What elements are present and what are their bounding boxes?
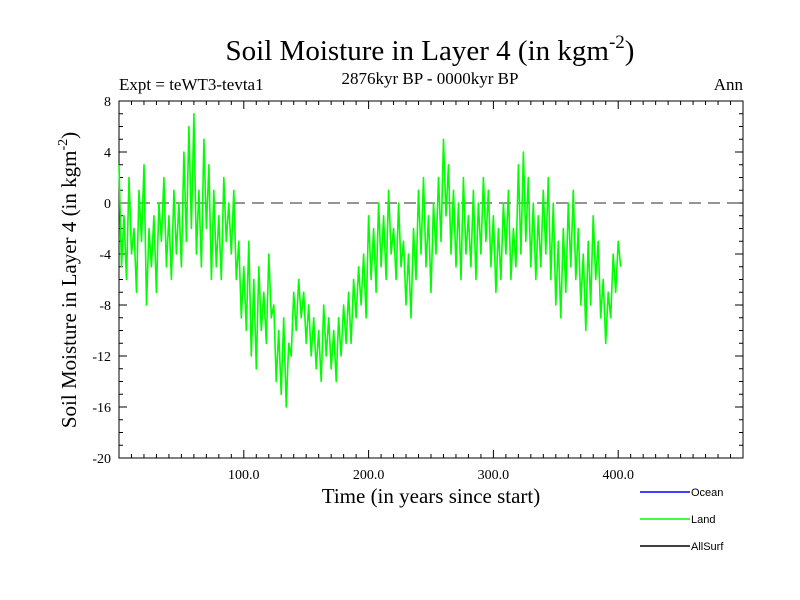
legend-label-land: Land [691, 514, 715, 526]
legend: Ocean Land AllSurf [640, 487, 724, 553]
y-tick-label: 4 [104, 146, 111, 161]
y-axis: 8 4 0 -4 -8 -12 -16 -20 [92, 95, 743, 467]
y-tick-label: -4 [99, 248, 111, 263]
season-label: Ann [714, 75, 744, 94]
series-line-land [118, 113, 622, 408]
series [118, 113, 622, 408]
y-tick-label: -8 [99, 299, 111, 314]
x-axis-label: Time (in years since start) [322, 484, 541, 508]
x-tick-label: 200.0 [353, 468, 385, 483]
x-tick-label: 100.0 [228, 468, 260, 483]
y-axis-label: Soil Moisture in Layer 4 (in kgm-2) [56, 132, 81, 428]
legend-label-allsurf: AllSurf [691, 541, 724, 553]
x-axis: 100.0 200.0 300.0 400.0 [130, 101, 732, 483]
x-tick-label: 300.0 [478, 468, 510, 483]
experiment-label: Expt = teWT3-tevta1 [119, 75, 264, 94]
chart-title: Soil Moisture in Layer 4 (in kgm-2) [226, 32, 635, 67]
time-range-label: 2876kyr BP - 0000kyr BP [342, 69, 519, 88]
y-tick-label: -16 [92, 401, 111, 416]
y-tick-label: 8 [104, 95, 111, 110]
y-tick-label: -20 [92, 452, 111, 467]
legend-label-ocean: Ocean [691, 487, 723, 499]
x-tick-label: 400.0 [602, 468, 634, 483]
y-tick-label: 0 [104, 197, 111, 212]
y-tick-label: -12 [92, 350, 111, 365]
